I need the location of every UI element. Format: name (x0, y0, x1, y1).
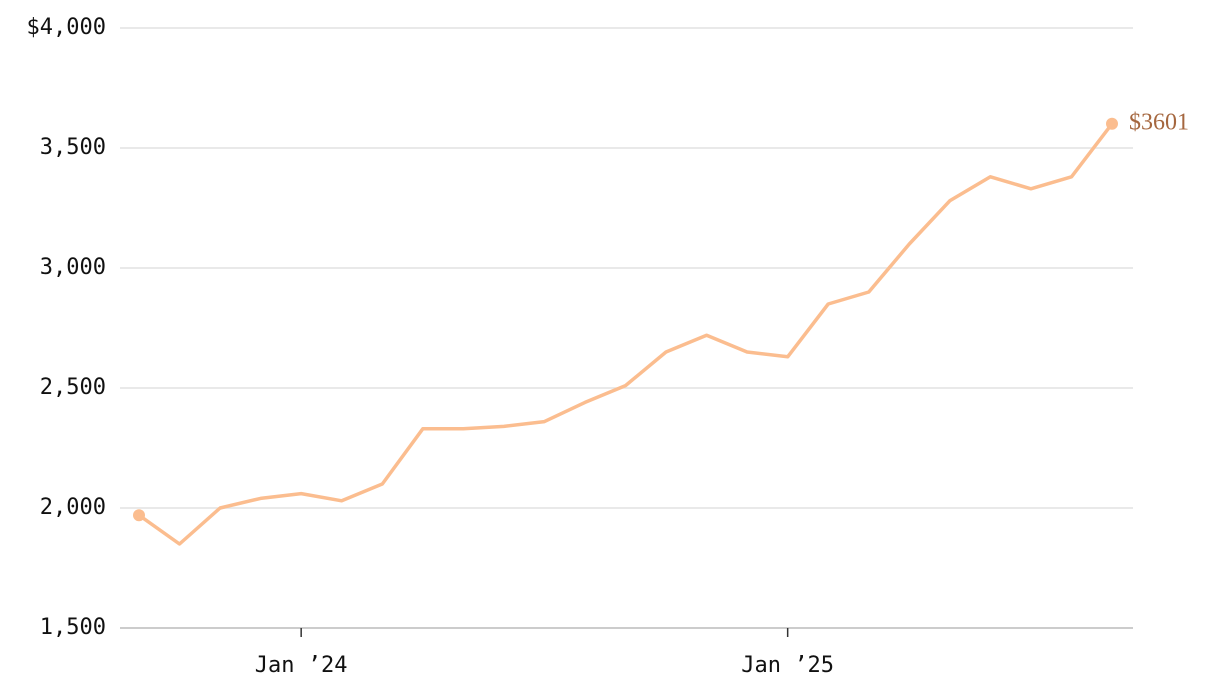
end-dot (133, 509, 145, 522)
line (137, 122, 1114, 546)
y-tick-label: 3,500 (40, 135, 106, 160)
y-tick-label: 3,000 (40, 255, 106, 280)
y-tick-label: 2,500 (40, 375, 106, 400)
y-tick-label: 1,500 (40, 615, 106, 640)
end-label: $3601 (1129, 109, 1189, 135)
end-dot (1106, 117, 1118, 130)
y-tick-label: $4,000 (27, 15, 106, 40)
y-tick-label: 2,000 (40, 495, 106, 520)
x-tick-label: Jan ’25 (741, 653, 834, 678)
x-tick-label: Jan ’24 (255, 653, 348, 678)
